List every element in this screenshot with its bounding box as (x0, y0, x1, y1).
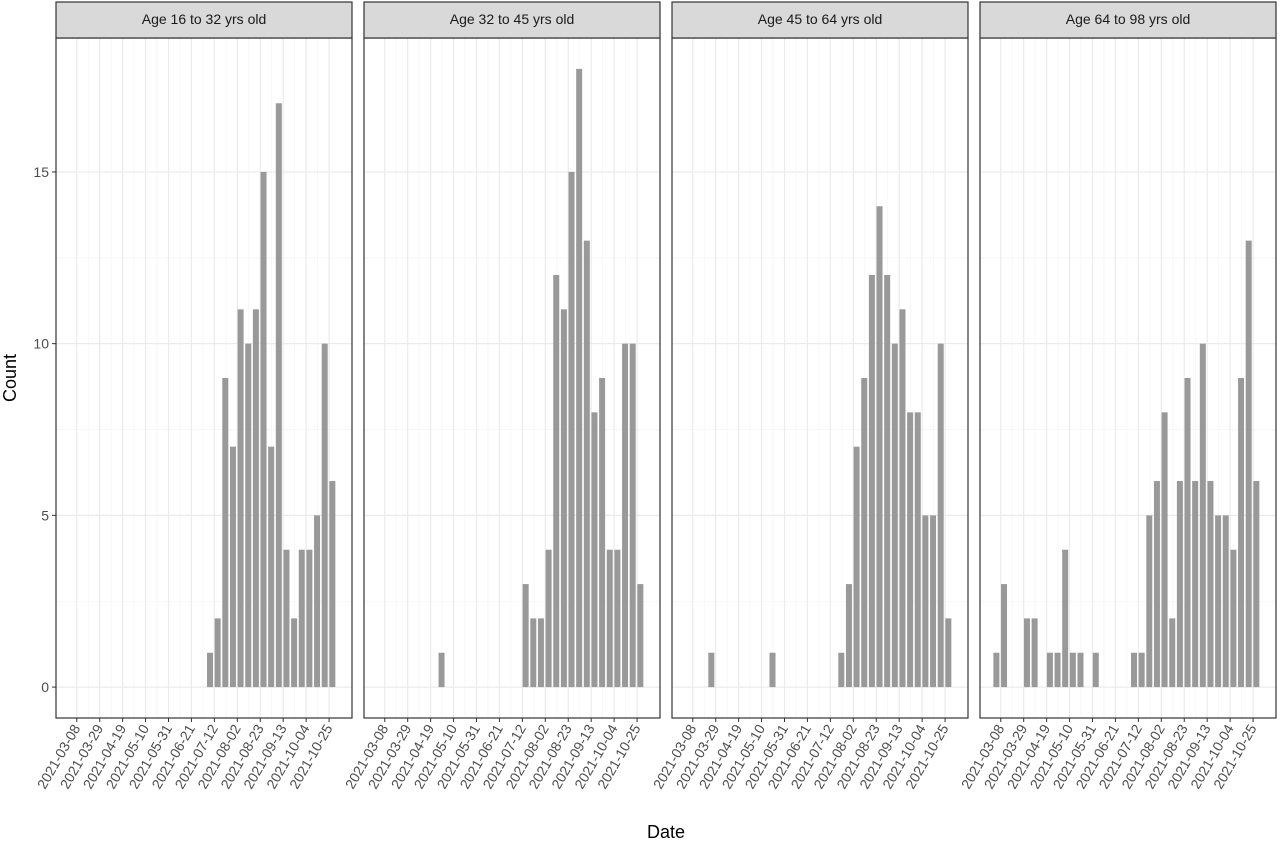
bar (853, 446, 860, 688)
bar (1176, 481, 1183, 688)
bar (868, 274, 875, 688)
y-tick-label: 0 (41, 679, 49, 695)
bar (214, 618, 221, 688)
strip (671, 1, 969, 39)
bar (1253, 481, 1260, 688)
bar (1169, 618, 1176, 688)
bar (838, 652, 845, 688)
bar (1192, 481, 1199, 688)
strip (55, 1, 353, 39)
bar (237, 309, 244, 688)
bar (606, 549, 613, 688)
bar (914, 412, 921, 688)
bar (937, 343, 944, 688)
bar (1222, 515, 1229, 688)
bar (1138, 652, 1145, 688)
bar (553, 274, 560, 688)
bar (1230, 549, 1237, 688)
strip-title: Age 32 to 45 yrs old (450, 11, 575, 27)
bar (252, 309, 259, 688)
bar (283, 549, 290, 688)
bar (291, 618, 298, 688)
strip (979, 1, 1277, 39)
bar (576, 68, 583, 688)
bar (1131, 652, 1138, 688)
bar (861, 378, 868, 688)
bar (1031, 618, 1038, 688)
bar (438, 652, 445, 688)
bar (930, 515, 937, 688)
x-axis-title: Date (647, 822, 685, 842)
bar (907, 412, 914, 688)
bar (1069, 652, 1076, 688)
bar (314, 515, 321, 688)
bar (545, 549, 552, 688)
bar (537, 618, 544, 688)
strip (363, 1, 661, 39)
bar (268, 446, 275, 688)
bar (260, 171, 267, 688)
bar (207, 652, 214, 688)
bar (637, 584, 644, 688)
bar (222, 378, 229, 688)
bar (1207, 481, 1214, 688)
bar (1161, 412, 1168, 688)
bar (922, 515, 929, 688)
bar (1184, 378, 1191, 688)
bar (599, 378, 606, 688)
bar (1238, 378, 1245, 688)
bar (891, 343, 898, 688)
bar (306, 549, 313, 688)
bar (321, 343, 328, 688)
bar (993, 652, 1000, 688)
bar (560, 309, 567, 688)
y-tick-label: 15 (33, 164, 49, 180)
bar (1146, 515, 1153, 688)
bar (614, 549, 621, 688)
bar (708, 652, 715, 688)
y-axis-title: Count (0, 354, 20, 402)
bar (1023, 618, 1030, 688)
bar (1054, 652, 1061, 688)
bar (1153, 481, 1160, 688)
bar (945, 618, 952, 688)
bar (1062, 549, 1069, 688)
bar (876, 206, 883, 688)
bar (899, 309, 906, 688)
bar (1092, 652, 1099, 688)
bar (769, 652, 776, 688)
bar (591, 412, 598, 688)
bar (568, 171, 575, 688)
bar (1046, 652, 1053, 688)
y-tick-label: 5 (41, 507, 49, 523)
y-tick-label: 10 (33, 336, 49, 352)
bar (329, 481, 336, 688)
bar (1245, 240, 1252, 688)
strip-title: Age 45 to 64 yrs old (758, 11, 883, 27)
strip-title: Age 64 to 98 yrs old (1066, 11, 1191, 27)
bar (245, 343, 252, 688)
bar (298, 549, 305, 688)
bar (622, 343, 629, 688)
bar (583, 240, 590, 688)
bar (522, 584, 529, 688)
bar (1215, 515, 1222, 688)
strip-title: Age 16 to 32 yrs old (142, 11, 267, 27)
bar (629, 343, 636, 688)
bar (845, 584, 852, 688)
bar (1199, 343, 1206, 688)
bar (1001, 584, 1008, 688)
bar (275, 103, 282, 688)
bar (1077, 652, 1084, 688)
bar (884, 274, 891, 688)
bar (530, 618, 537, 688)
bar (229, 446, 236, 688)
